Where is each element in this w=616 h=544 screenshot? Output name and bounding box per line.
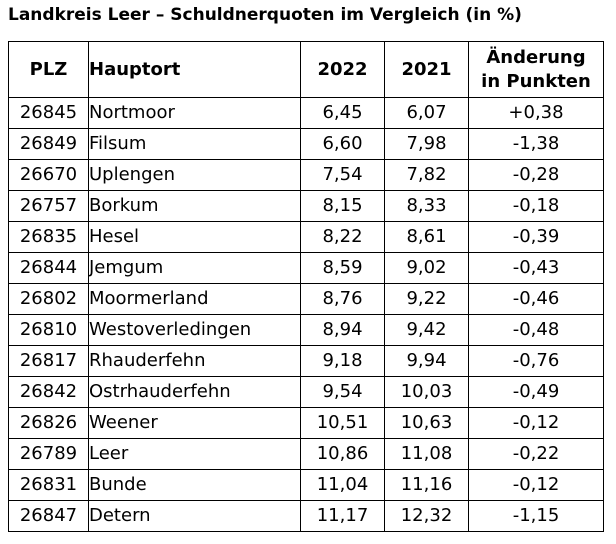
column-header-hauptort: Hauptort <box>88 41 301 98</box>
cell-hauptort: Bunde <box>88 469 301 501</box>
cell-2022: 6,60 <box>300 128 385 160</box>
cell-2021: 9,02 <box>384 252 469 284</box>
cell-change: -0,43 <box>468 252 604 284</box>
cell-2021: 10,03 <box>384 376 469 408</box>
cell-2022: 8,22 <box>300 221 385 253</box>
column-header-change-line2: in Punkten <box>481 70 591 92</box>
table-row: 26826 Weener 10,51 10,63 -0,12 <box>8 407 604 439</box>
cell-plz: 26789 <box>8 438 89 470</box>
cell-plz: 26817 <box>8 345 89 377</box>
table-row: 26844 Jemgum 8,59 9,02 -0,43 <box>8 252 604 284</box>
cell-2022: 7,54 <box>300 159 385 191</box>
cell-2021: 8,33 <box>384 190 469 222</box>
cell-2022: 10,51 <box>300 407 385 439</box>
cell-2021: 10,63 <box>384 407 469 439</box>
table-row: 26847 Detern 11,17 12,32 -1,15 <box>8 500 604 532</box>
cell-hauptort: Filsum <box>88 128 301 160</box>
cell-change: -0,22 <box>468 438 604 470</box>
cell-2021: 7,82 <box>384 159 469 191</box>
cell-change: -0,76 <box>468 345 604 377</box>
cell-hauptort: Hesel <box>88 221 301 253</box>
cell-hauptort: Leer <box>88 438 301 470</box>
cell-2021: 11,08 <box>384 438 469 470</box>
cell-change: -1,15 <box>468 500 604 532</box>
cell-hauptort: Ostrhauderfehn <box>88 376 301 408</box>
cell-hauptort: Borkum <box>88 190 301 222</box>
table-row: 26817 Rhauderfehn 9,18 9,94 -0,76 <box>8 345 604 377</box>
cell-change: -0,49 <box>468 376 604 408</box>
cell-plz: 26835 <box>8 221 89 253</box>
table-header-row: PLZ Hauptort 2022 2021 Änderung in Punkte… <box>8 41 604 98</box>
cell-2022: 6,45 <box>300 97 385 129</box>
cell-hauptort: Jemgum <box>88 252 301 284</box>
cell-2022: 9,18 <box>300 345 385 377</box>
cell-plz: 26670 <box>8 159 89 191</box>
cell-plz: 26831 <box>8 469 89 501</box>
table-row: 26757 Borkum 8,15 8,33 -0,18 <box>8 190 604 222</box>
cell-2022: 8,59 <box>300 252 385 284</box>
cell-change: -0,48 <box>468 314 604 346</box>
cell-2021: 9,22 <box>384 283 469 315</box>
column-header-2021: 2021 <box>384 41 469 98</box>
cell-change: -0,18 <box>468 190 604 222</box>
cell-hauptort: Uplengen <box>88 159 301 191</box>
cell-2022: 11,17 <box>300 500 385 532</box>
cell-2021: 12,32 <box>384 500 469 532</box>
cell-change: -1,38 <box>468 128 604 160</box>
cell-change: -0,12 <box>468 407 604 439</box>
cell-hauptort: Westoverledingen <box>88 314 301 346</box>
cell-2021: 9,94 <box>384 345 469 377</box>
table-row: 26670 Uplengen 7,54 7,82 -0,28 <box>8 159 604 191</box>
table-row: 26802 Moormerland 8,76 9,22 -0,46 <box>8 283 604 315</box>
cell-2021: 9,42 <box>384 314 469 346</box>
cell-plz: 26845 <box>8 97 89 129</box>
cell-2022: 9,54 <box>300 376 385 408</box>
cell-2021: 7,98 <box>384 128 469 160</box>
cell-2021: 6,07 <box>384 97 469 129</box>
table-row: 26842 Ostrhauderfehn 9,54 10,03 -0,49 <box>8 376 604 408</box>
cell-change: -0,46 <box>468 283 604 315</box>
table-row: 26849 Filsum 6,60 7,98 -1,38 <box>8 128 604 160</box>
cell-change: +0,38 <box>468 97 604 129</box>
cell-plz: 26849 <box>8 128 89 160</box>
cell-plz: 26844 <box>8 252 89 284</box>
cell-2021: 8,61 <box>384 221 469 253</box>
cell-hauptort: Rhauderfehn <box>88 345 301 377</box>
cell-hauptort: Nortmoor <box>88 97 301 129</box>
page-title: Landkreis Leer – Schuldnerquoten im Verg… <box>8 5 522 25</box>
cell-plz: 26826 <box>8 407 89 439</box>
cell-2022: 11,04 <box>300 469 385 501</box>
cell-plz: 26757 <box>8 190 89 222</box>
column-header-2022: 2022 <box>300 41 385 98</box>
table-row: 26810 Westoverledingen 8,94 9,42 -0,48 <box>8 314 604 346</box>
cell-hauptort: Detern <box>88 500 301 532</box>
column-header-plz: PLZ <box>8 41 89 98</box>
cell-2022: 8,94 <box>300 314 385 346</box>
cell-plz: 26802 <box>8 283 89 315</box>
cell-change: -0,39 <box>468 221 604 253</box>
cell-hauptort: Moormerland <box>88 283 301 315</box>
cell-change: -0,28 <box>468 159 604 191</box>
table-row: 26789 Leer 10,86 11,08 -0,22 <box>8 438 604 470</box>
column-header-change: Änderung in Punkten <box>468 41 604 98</box>
column-header-change-line1: Änderung <box>486 46 586 68</box>
cell-2022: 8,76 <box>300 283 385 315</box>
cell-2021: 11,16 <box>384 469 469 501</box>
debt-ratio-table: PLZ Hauptort 2022 2021 Änderung in Punkte… <box>8 41 604 532</box>
cell-change: -0,12 <box>468 469 604 501</box>
cell-plz: 26842 <box>8 376 89 408</box>
table-row: 26835 Hesel 8,22 8,61 -0,39 <box>8 221 604 253</box>
cell-plz: 26810 <box>8 314 89 346</box>
table-row: 26845 Nortmoor 6,45 6,07 +0,38 <box>8 97 604 129</box>
cell-2022: 10,86 <box>300 438 385 470</box>
cell-plz: 26847 <box>8 500 89 532</box>
table-row: 26831 Bunde 11,04 11,16 -0,12 <box>8 469 604 501</box>
cell-hauptort: Weener <box>88 407 301 439</box>
cell-2022: 8,15 <box>300 190 385 222</box>
